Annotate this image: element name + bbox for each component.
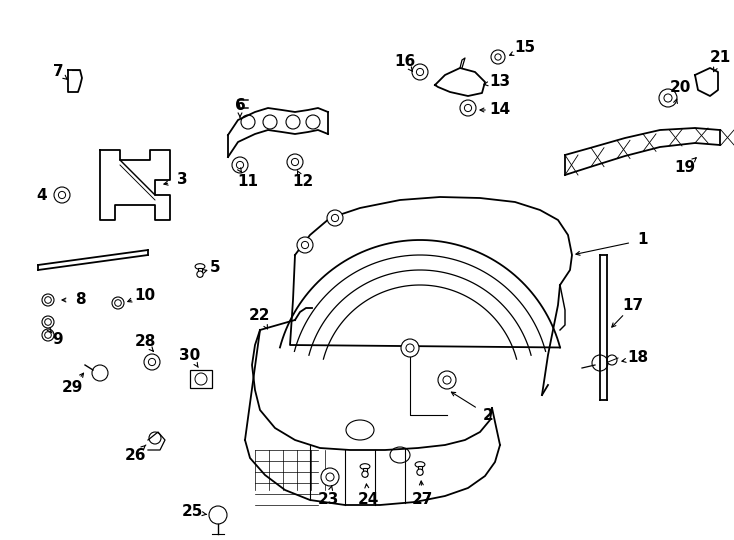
Circle shape — [92, 365, 108, 381]
Text: 22: 22 — [250, 307, 271, 322]
Circle shape — [326, 473, 334, 481]
Text: 15: 15 — [515, 40, 536, 56]
Circle shape — [236, 161, 244, 168]
Text: 9: 9 — [53, 333, 63, 348]
Circle shape — [417, 469, 423, 475]
Circle shape — [321, 468, 339, 486]
Circle shape — [115, 300, 121, 306]
Circle shape — [287, 154, 303, 170]
Circle shape — [412, 64, 428, 80]
Text: 23: 23 — [317, 492, 338, 508]
Circle shape — [59, 191, 65, 199]
Circle shape — [416, 69, 424, 76]
Circle shape — [112, 297, 124, 309]
Circle shape — [148, 359, 156, 366]
Text: 24: 24 — [357, 492, 379, 508]
Circle shape — [232, 157, 248, 173]
Circle shape — [406, 344, 414, 352]
Text: 1: 1 — [638, 233, 648, 247]
Circle shape — [45, 296, 51, 303]
Circle shape — [465, 104, 472, 112]
Circle shape — [45, 332, 51, 338]
Circle shape — [327, 210, 343, 226]
Bar — [363, 468, 367, 476]
Circle shape — [45, 319, 51, 325]
Circle shape — [42, 316, 54, 328]
Text: 16: 16 — [394, 55, 415, 70]
Text: 10: 10 — [134, 287, 156, 302]
Bar — [418, 466, 422, 474]
Circle shape — [209, 506, 227, 524]
Circle shape — [195, 373, 207, 385]
Circle shape — [286, 115, 300, 129]
Circle shape — [664, 94, 672, 102]
Text: 18: 18 — [628, 350, 649, 366]
Circle shape — [495, 54, 501, 60]
Ellipse shape — [415, 462, 425, 467]
Bar — [198, 268, 202, 275]
Circle shape — [306, 115, 320, 129]
Text: 13: 13 — [490, 75, 511, 90]
Circle shape — [297, 237, 313, 253]
Ellipse shape — [346, 420, 374, 440]
Text: 3: 3 — [177, 172, 187, 187]
Text: 17: 17 — [622, 298, 644, 313]
Ellipse shape — [390, 447, 410, 463]
Text: 8: 8 — [75, 293, 85, 307]
Text: 2: 2 — [483, 408, 493, 422]
Text: 14: 14 — [490, 103, 511, 118]
Bar — [190, 370, 212, 388]
Text: 20: 20 — [669, 80, 691, 96]
Circle shape — [443, 376, 451, 384]
Circle shape — [607, 355, 617, 365]
Text: 25: 25 — [181, 504, 203, 519]
Circle shape — [197, 271, 203, 278]
Text: 4: 4 — [37, 188, 47, 204]
Text: 30: 30 — [179, 348, 200, 362]
Text: 7: 7 — [53, 64, 63, 79]
Circle shape — [302, 241, 308, 248]
Circle shape — [659, 89, 677, 107]
Circle shape — [241, 115, 255, 129]
Text: 12: 12 — [292, 174, 313, 190]
Circle shape — [460, 100, 476, 116]
Circle shape — [149, 432, 161, 444]
Circle shape — [362, 471, 368, 477]
Circle shape — [491, 50, 505, 64]
Circle shape — [401, 339, 419, 357]
Text: 6: 6 — [235, 98, 245, 112]
Circle shape — [54, 187, 70, 203]
Circle shape — [291, 158, 299, 166]
Text: 28: 28 — [134, 334, 156, 349]
Text: 19: 19 — [675, 160, 696, 176]
Text: 11: 11 — [238, 174, 258, 190]
Text: 5: 5 — [210, 260, 220, 275]
Text: 27: 27 — [411, 492, 432, 508]
Text: 29: 29 — [62, 381, 83, 395]
Text: 26: 26 — [124, 448, 146, 462]
Circle shape — [438, 371, 456, 389]
Ellipse shape — [360, 464, 370, 469]
Text: 21: 21 — [709, 51, 730, 65]
Circle shape — [144, 354, 160, 370]
Ellipse shape — [195, 264, 205, 269]
Circle shape — [263, 115, 277, 129]
Circle shape — [331, 214, 338, 221]
Circle shape — [42, 294, 54, 306]
Circle shape — [592, 355, 608, 371]
Circle shape — [42, 329, 54, 341]
